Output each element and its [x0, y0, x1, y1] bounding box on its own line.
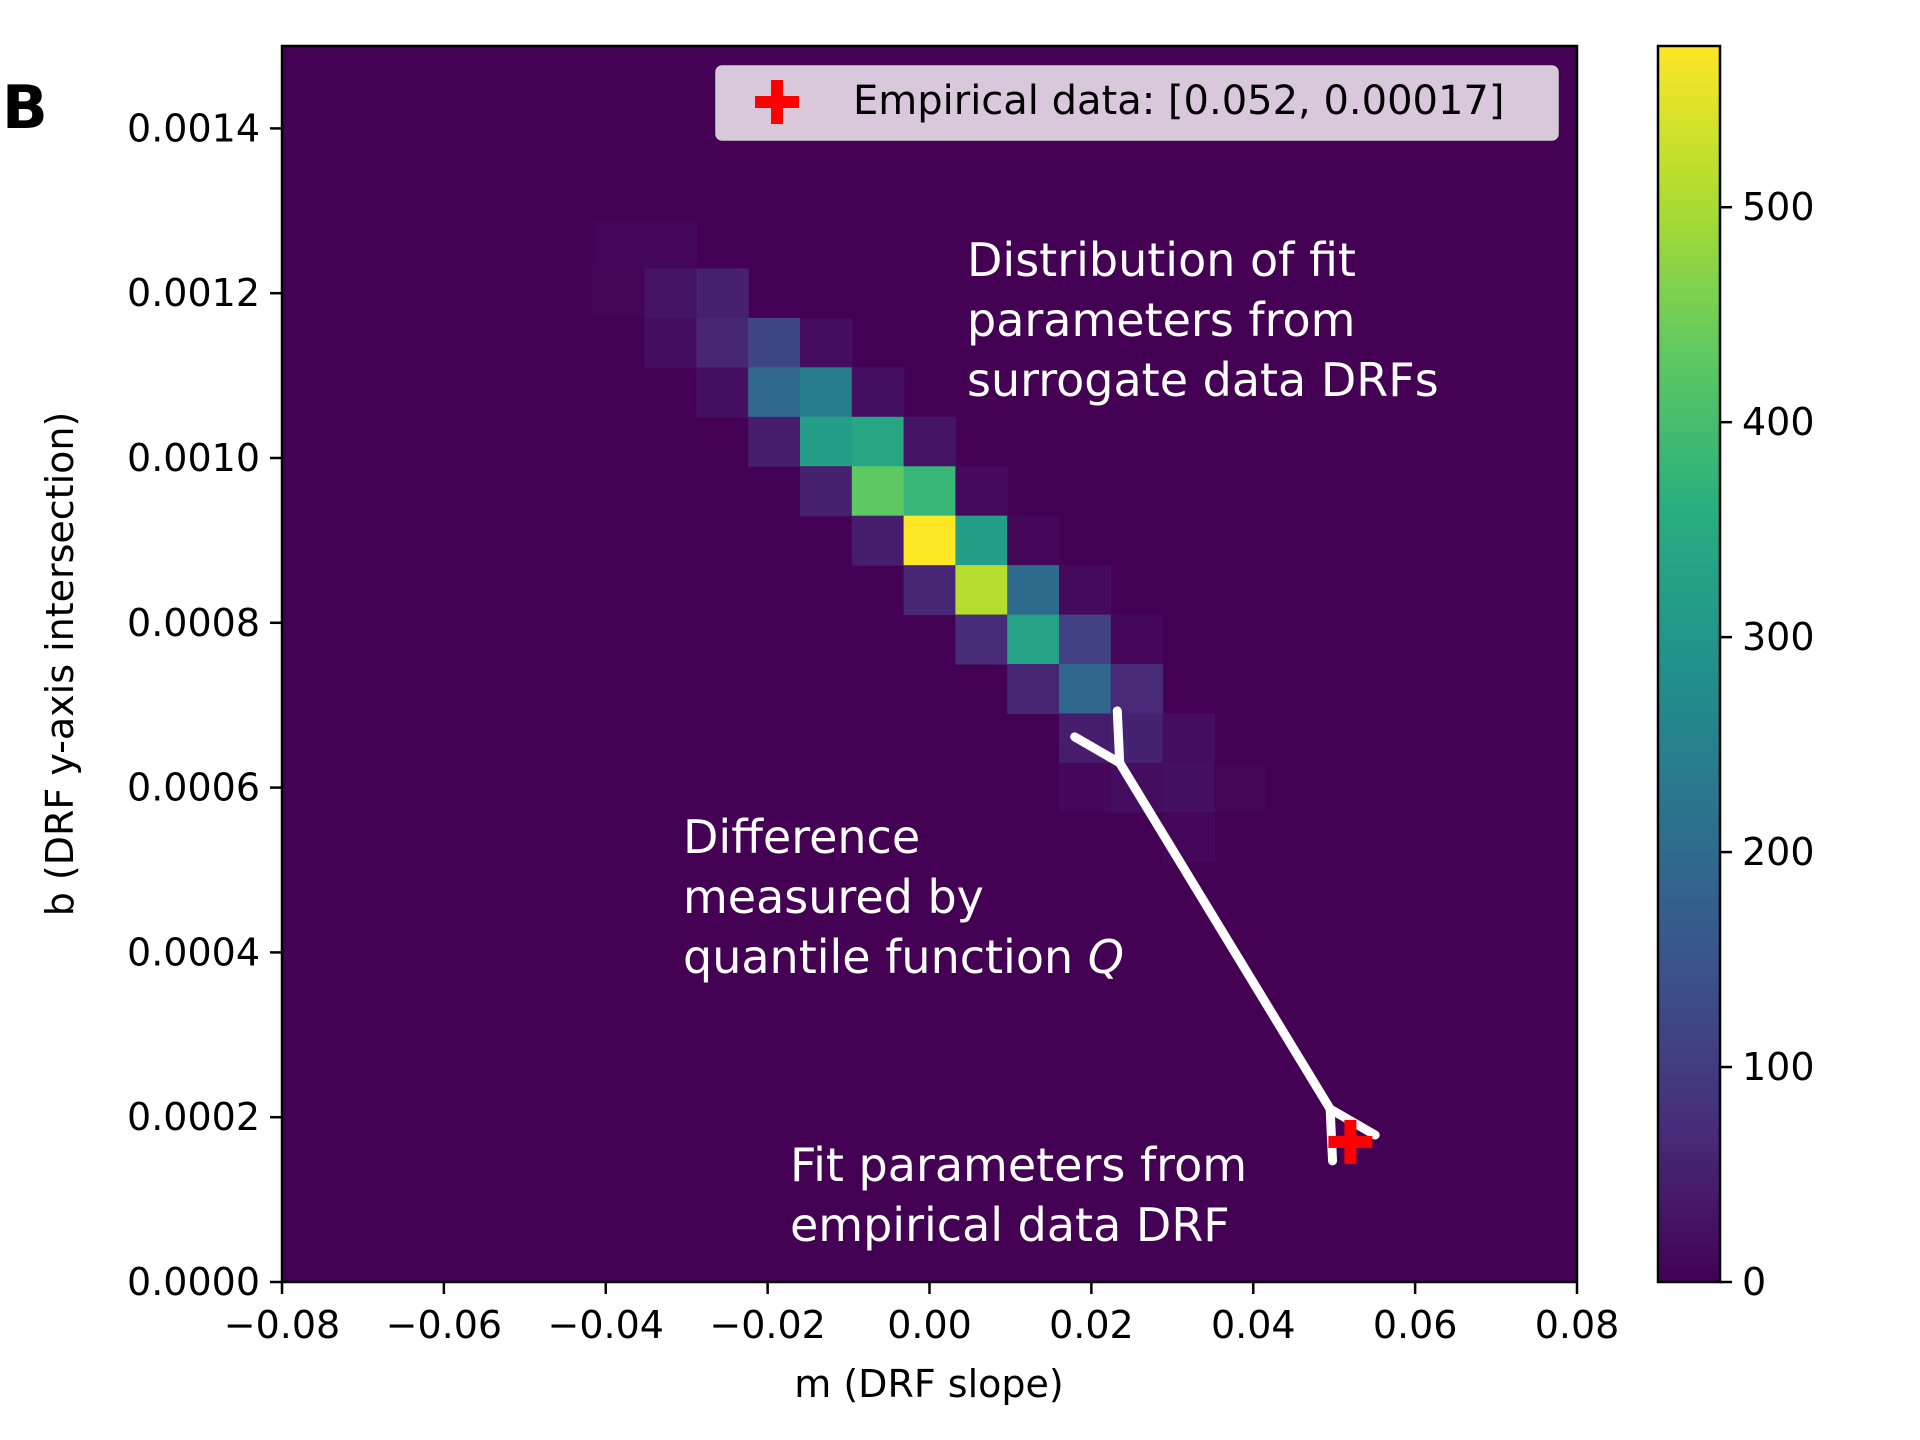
- x-tick-label: −0.02: [709, 1303, 825, 1347]
- heatmap-bin-39: [1059, 762, 1112, 813]
- heatmap-bin-1: [644, 219, 697, 270]
- heatmap-bin-10: [748, 367, 801, 418]
- annotation-difference: Difference measured by quantile function…: [683, 810, 1124, 984]
- y-tick-label: 0.0014: [127, 106, 260, 150]
- heatmap-bin-15: [851, 416, 905, 467]
- annotation-distribution-line-1: Distribution of fit: [967, 233, 1356, 287]
- heatmap-bin-4: [696, 268, 749, 319]
- y-tick-label: 0.0008: [127, 601, 260, 645]
- heatmap-bin-22: [903, 515, 956, 566]
- colorbar-tick-label: 100: [1742, 1045, 1815, 1089]
- empirical-data-marker: [1328, 1119, 1373, 1164]
- colorbar-tick-label: 400: [1742, 400, 1815, 444]
- x-axis-label: m (DRF slope): [794, 1362, 1063, 1406]
- heatmap-bin-19: [903, 466, 956, 517]
- annotation-distribution-line-2: parameters from: [967, 293, 1355, 347]
- arrow-head-top: [1070, 706, 1125, 768]
- annotation-fit-line-1: Fit parameters from: [790, 1138, 1247, 1192]
- heatmap-bin-41: [1162, 762, 1215, 813]
- x-axis: −0.08 −0.06 −0.04 −0.02 0.00 0.02 0.04 0.06 0.08: [224, 1282, 1620, 1347]
- heatmap-bin-27: [1007, 565, 1060, 616]
- x-tick-label: 0.02: [1049, 1303, 1134, 1347]
- heatmap-bin-8: [800, 317, 853, 368]
- heatmap-bin-31: [1059, 614, 1112, 665]
- colorbar-tick-label: 200: [1742, 830, 1815, 874]
- heatmap-bin-16: [903, 416, 956, 467]
- heatmap-bin-5: [644, 317, 697, 368]
- panel-label: B: [2, 73, 48, 143]
- annotation-difference-line-2: measured by: [683, 870, 984, 924]
- colorbar-tick-label: 0: [1742, 1260, 1766, 1304]
- heatmap-bin-28: [1059, 565, 1112, 616]
- heatmap-bin-32: [1110, 614, 1164, 665]
- heatmap-bin-24: [1007, 515, 1060, 566]
- heatmap-bin-3: [644, 268, 697, 319]
- heatmap-bin-23: [955, 515, 1008, 566]
- legend-box: [715, 65, 1559, 141]
- plot-background: [282, 46, 1577, 1282]
- x-tick-label: −0.08: [224, 1303, 340, 1347]
- arrow-shaft: [1115, 758, 1335, 1114]
- heatmap-bin-33: [1007, 664, 1060, 715]
- y-axis-label: b (DRF y-axis intersection): [38, 412, 82, 917]
- x-tick-label: 0.08: [1535, 1303, 1620, 1347]
- x-tick-label: −0.06: [386, 1303, 502, 1347]
- annotation-difference-q-symbol: Q: [1088, 930, 1124, 984]
- x-tick-label: 0.00: [887, 1303, 972, 1347]
- heatmap-bin-18: [851, 466, 905, 517]
- y-tick-label: 0.0000: [127, 1260, 260, 1304]
- heatmap-bin-25: [903, 565, 956, 616]
- x-tick-label: 0.04: [1211, 1303, 1296, 1347]
- legend: Empirical data: [0.052, 0.00017]: [715, 65, 1559, 141]
- heatmap-bin-13: [748, 416, 801, 467]
- heatmap-bin-20: [955, 466, 1008, 517]
- y-tick-label: 0.0002: [127, 1095, 260, 1139]
- colorbar-gradient: [1656, 44, 1722, 1284]
- heatmap-bin-0: [592, 219, 646, 270]
- legend-marker-vertical: [771, 80, 783, 124]
- y-tick-label: 0.0010: [127, 436, 260, 480]
- heatmap-bin-42: [1214, 762, 1267, 813]
- annotation-fit-line-2: empirical data DRF: [790, 1198, 1230, 1252]
- heatmap-bin-29: [955, 614, 1008, 665]
- heatmap-bin-2: [592, 268, 646, 319]
- legend-label: Empirical data: [0.052, 0.00017]: [853, 78, 1504, 124]
- heatmap-bin-34: [1059, 664, 1112, 715]
- heatmap-bin-26: [955, 565, 1008, 616]
- x-tick-label: −0.04: [548, 1303, 664, 1347]
- annotation-fit: Fit parameters from empirical data DRF: [790, 1138, 1262, 1252]
- heatmap-bin-14: [800, 416, 853, 467]
- heatmap-plot: Distribution of fit parameters from surr…: [280, 44, 1579, 1284]
- heatmap-bin-30: [1007, 614, 1060, 665]
- heatmap-bin-11: [800, 367, 853, 418]
- colorbar-tick-label: 300: [1742, 615, 1815, 659]
- colorbar: 0 100 200 300 400 500: [1656, 44, 1815, 1304]
- annotation-difference-line-1: Difference: [683, 810, 920, 864]
- x-tick-label: 0.06: [1373, 1303, 1458, 1347]
- annotation-difference-line-3: quantile function: [683, 930, 1088, 984]
- heatmap-bin-12: [851, 367, 905, 418]
- heatmap-bin-9: [696, 367, 749, 418]
- colorbar-tick-label: 500: [1742, 185, 1815, 229]
- heatmap-bin-7: [748, 317, 801, 368]
- y-tick-label: 0.0006: [127, 766, 260, 810]
- y-tick-label: 0.0012: [127, 271, 260, 315]
- y-axis: 0.0000 0.0002 0.0004 0.0006 0.0008 0.0010 0.00…: [127, 106, 282, 1304]
- heatmap-bin-35: [1110, 664, 1164, 715]
- heatmap-bin-17: [800, 466, 853, 517]
- annotation-distribution: Distribution of fit parameters from surr…: [967, 233, 1439, 407]
- annotation-distribution-line-3: surrogate data DRFs: [967, 353, 1439, 407]
- empirical-marker-vertical: [1344, 1119, 1357, 1164]
- y-tick-label: 0.0004: [127, 930, 260, 974]
- heatmap-bin-38: [1162, 713, 1215, 764]
- heatmap-bin-6: [696, 317, 749, 368]
- heatmap-bin-21: [851, 515, 905, 566]
- colorbar-ticks: 0 100 200 300 400 500: [1720, 185, 1815, 1304]
